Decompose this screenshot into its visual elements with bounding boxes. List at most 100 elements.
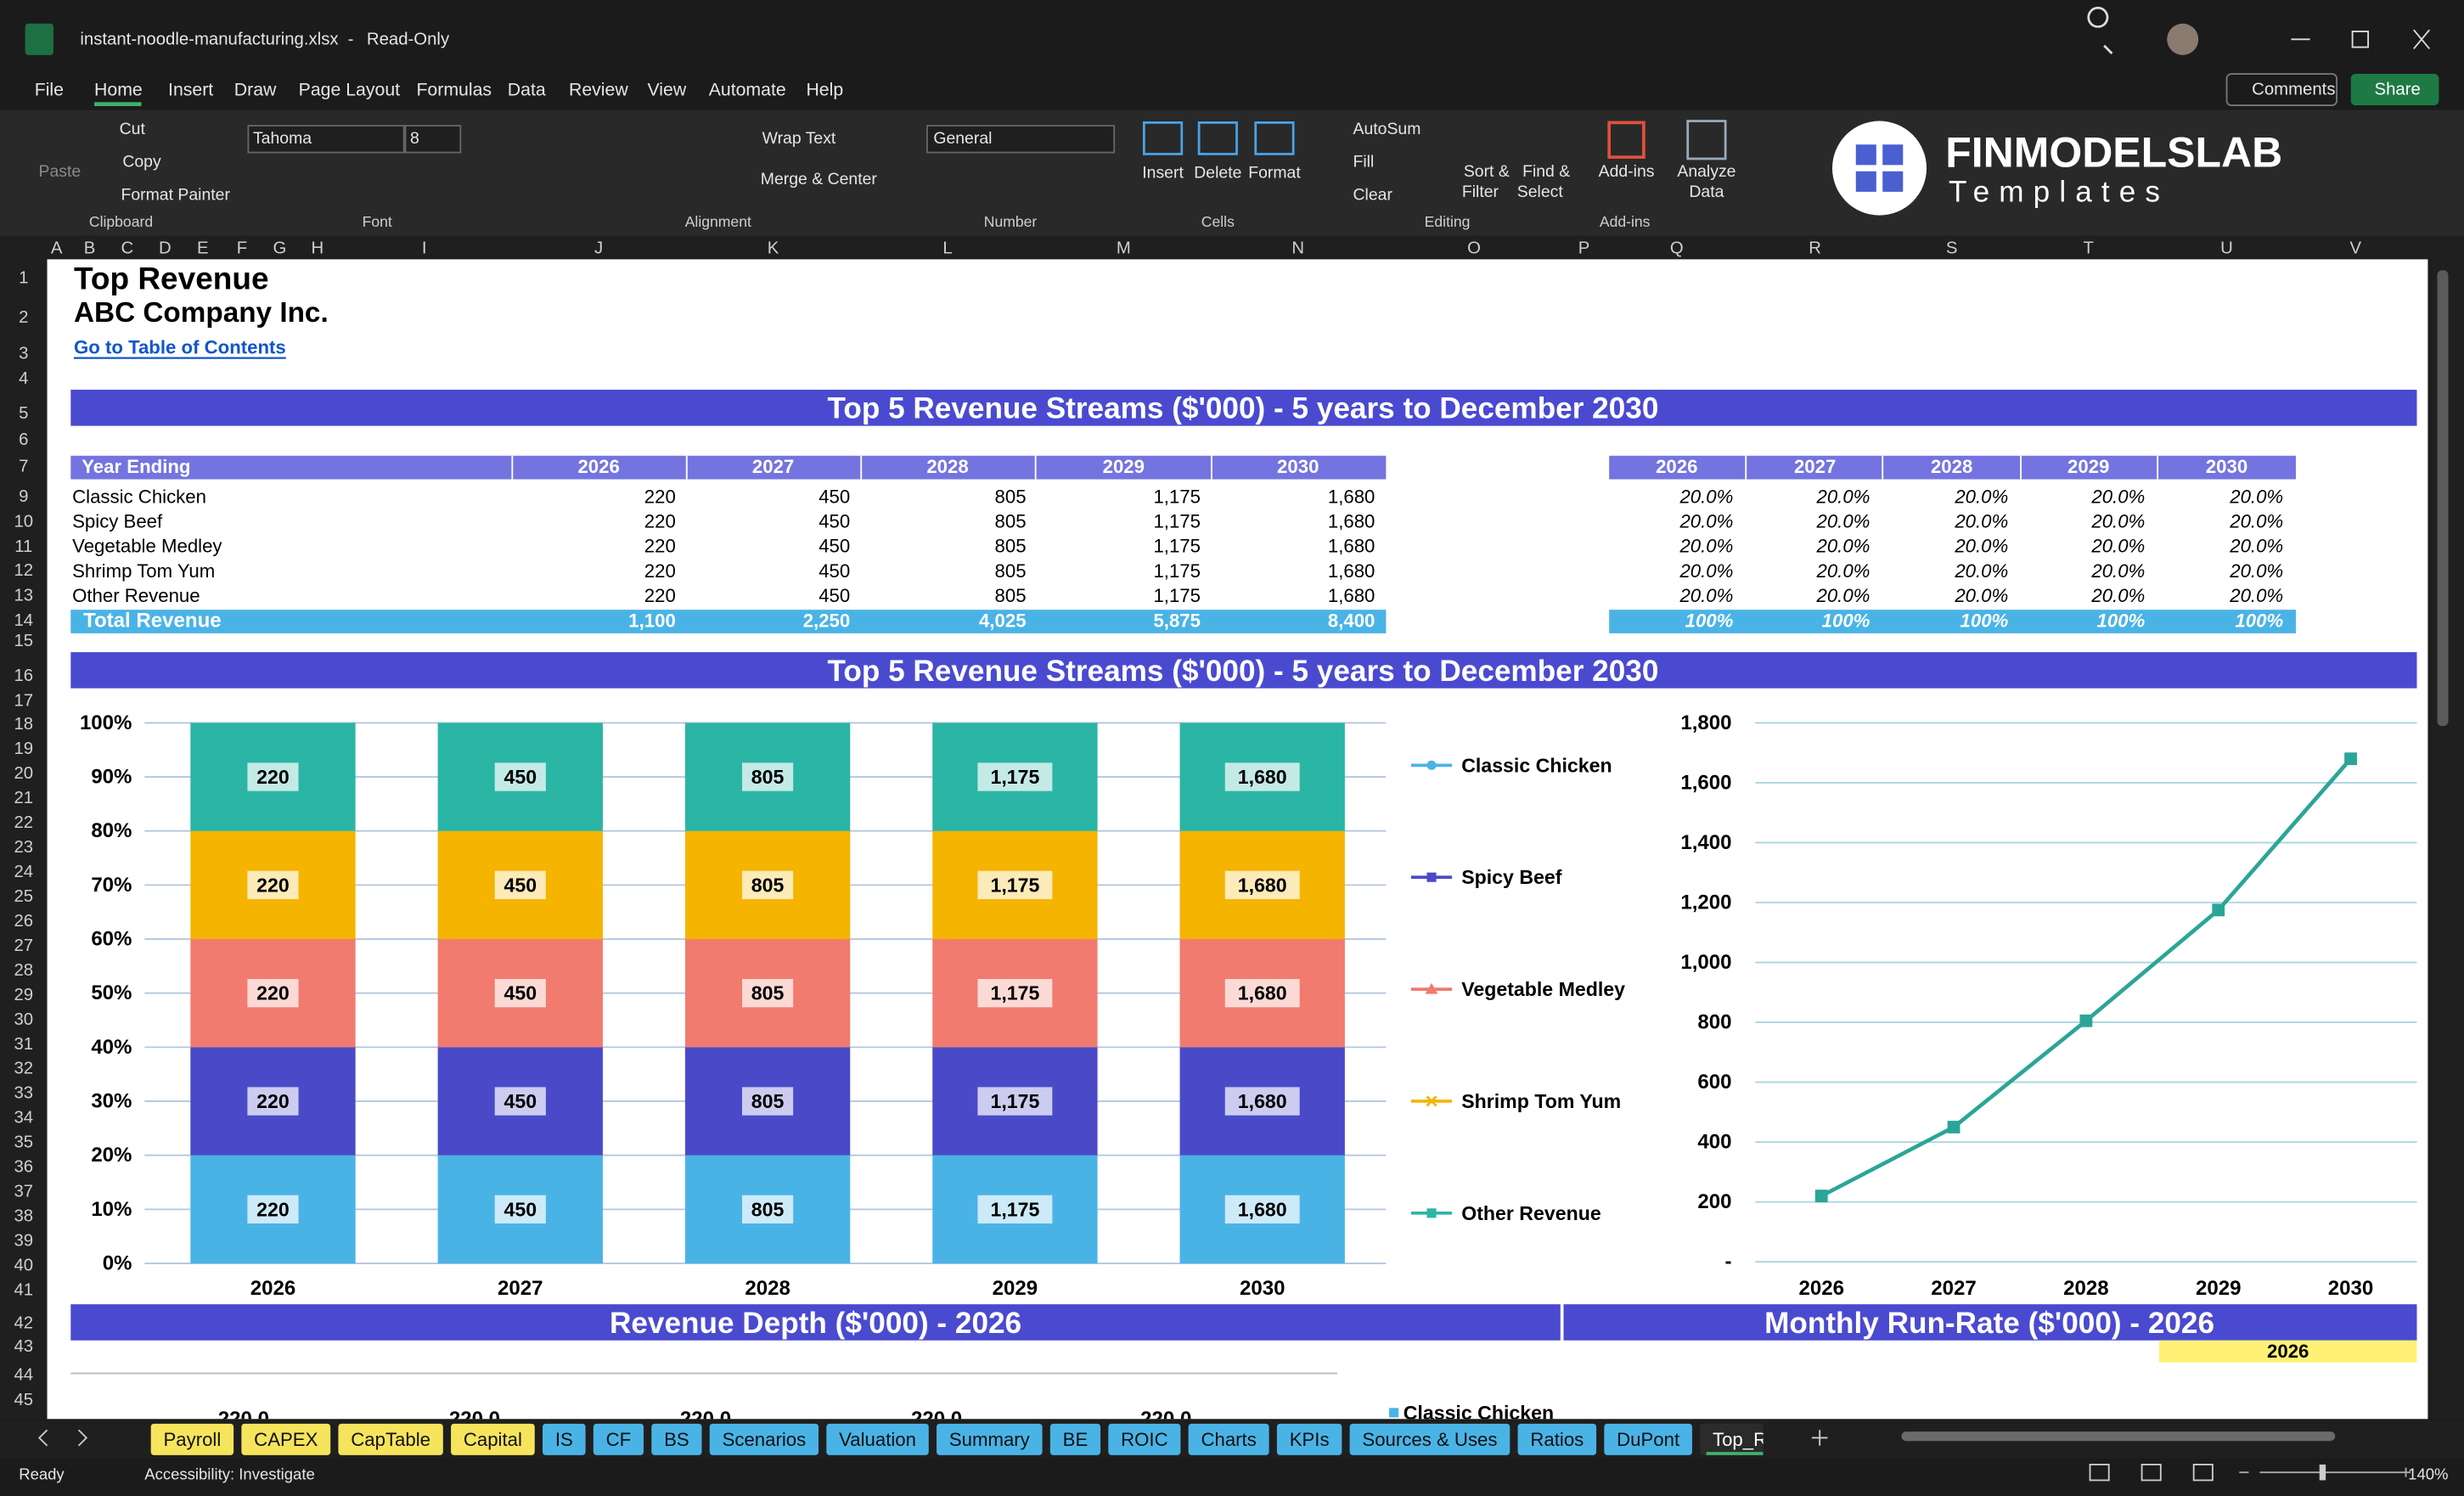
column-header[interactable]: S	[1946, 239, 1958, 257]
sheet-tab-label[interactable]: Valuation	[839, 1429, 916, 1450]
row-header[interactable]: 30	[14, 1010, 33, 1029]
row-header[interactable]: 21	[14, 789, 33, 807]
row-header[interactable]: 36	[14, 1158, 33, 1177]
sheet-tab[interactable]	[1349, 1423, 1510, 1455]
status-accessibility[interactable]: Accessibility: Investigate	[144, 1465, 315, 1483]
sheet-tab-label[interactable]: Ratios	[1530, 1429, 1584, 1450]
delete-icon[interactable]	[1197, 121, 1238, 155]
row-header[interactable]: 25	[14, 887, 33, 906]
ribbon-button[interactable]: Add-ins	[1599, 162, 1655, 181]
row-header[interactable]: 42	[14, 1313, 33, 1332]
format-icon[interactable]	[1254, 121, 1295, 155]
menu-tab[interactable]: Home	[94, 80, 143, 100]
ribbon-button[interactable]: Insert	[1142, 164, 1184, 183]
row-header[interactable]: 11	[14, 537, 32, 556]
sheet-tab-label[interactable]: CAPEX	[254, 1429, 318, 1450]
menu-tab[interactable]: Formulas	[416, 80, 492, 100]
row-header[interactable]: 32	[14, 1060, 33, 1078]
row-header[interactable]: 14	[14, 611, 33, 630]
zoom-slider[interactable]	[2239, 1467, 2411, 1477]
status-zoom[interactable]: 140%	[2408, 1465, 2448, 1483]
menu-tab[interactable]: Automate	[709, 80, 786, 100]
row-header[interactable]: 44	[14, 1365, 33, 1384]
sheet-tab[interactable]	[1049, 1423, 1101, 1455]
row-header[interactable]: 18	[14, 715, 33, 734]
column-header[interactable]: N	[1291, 239, 1304, 257]
sheet-tab[interactable]	[543, 1423, 586, 1455]
row-header[interactable]: 39	[14, 1231, 33, 1250]
row-header[interactable]: 22	[14, 813, 33, 832]
page-layout-view[interactable]	[2141, 1464, 2162, 1482]
row-header[interactable]: 20	[14, 764, 33, 783]
tab-nav[interactable]	[37, 1429, 88, 1447]
column-header[interactable]: E	[197, 239, 209, 257]
menu-tab[interactable]: Help	[806, 80, 843, 100]
sheet-tab-label[interactable]: CapTable	[351, 1429, 430, 1450]
sheet-tab-label[interactable]: Sources & Uses	[1362, 1429, 1497, 1450]
column-header[interactable]: V	[2350, 239, 2362, 257]
row-header[interactable]: 33	[14, 1084, 33, 1103]
menu-tab[interactable]: Page Layout	[299, 80, 401, 100]
ribbon-button[interactable]: Filter	[1462, 183, 1499, 201]
row-header[interactable]: 13	[14, 586, 33, 605]
font-size-box[interactable]	[404, 125, 462, 154]
ribbon-button[interactable]: Delete	[1194, 164, 1241, 183]
sheet-tab-label[interactable]: Scenarios	[723, 1429, 807, 1450]
ribbon-button[interactable]: 8	[410, 129, 419, 148]
row-header[interactable]: 34	[14, 1109, 33, 1128]
avatar[interactable]	[2167, 23, 2199, 55]
sheet-tab[interactable]	[1276, 1423, 1342, 1455]
row-header[interactable]: 19	[14, 740, 33, 758]
vertical-scroll-thumb[interactable]	[2437, 270, 2449, 727]
sheet-tab-label[interactable]: Charts	[1201, 1429, 1256, 1450]
column-header[interactable]: O	[1467, 239, 1481, 257]
ribbon-button[interactable]: Clear	[1353, 186, 1393, 205]
comments-button[interactable]	[2225, 73, 2338, 106]
sheet-tab[interactable]	[241, 1423, 331, 1455]
sheet-tab-label[interactable]: KPIs	[1290, 1429, 1330, 1450]
ribbon-button[interactable]: Data	[1689, 183, 1724, 201]
column-header[interactable]: P	[1578, 239, 1590, 257]
column-header[interactable]: I	[422, 239, 427, 257]
column-header[interactable]: A	[51, 239, 63, 257]
column-header[interactable]: B	[84, 239, 96, 257]
number-format-box[interactable]	[926, 125, 1116, 154]
horizontal-scroll-thumb[interactable]	[1901, 1431, 2336, 1442]
ribbon-button[interactable]: AutoSum	[1353, 120, 1421, 138]
ribbon-button[interactable]: Sort &	[1464, 162, 1510, 181]
sheet-tab[interactable]	[1188, 1423, 1269, 1455]
row-header[interactable]: 43	[14, 1337, 33, 1356]
menu-tab[interactable]: View	[648, 80, 687, 100]
sheet-tab[interactable]	[937, 1423, 1043, 1455]
sheet-tab-label[interactable]: IS	[555, 1429, 573, 1450]
font-name-box[interactable]	[247, 125, 405, 154]
row-header[interactable]: 23	[14, 838, 33, 857]
row-header[interactable]: 3	[19, 344, 28, 363]
row-header[interactable]: 12	[14, 561, 33, 580]
sheet-tab[interactable]	[451, 1423, 535, 1455]
column-header[interactable]: R	[1809, 239, 1821, 257]
column-header[interactable]: T	[2083, 239, 2093, 257]
row-header[interactable]: 15	[14, 632, 33, 650]
sheet-tab-label[interactable]: Summary	[949, 1429, 1031, 1450]
column-header[interactable]: L	[942, 239, 952, 257]
insert-icon[interactable]	[1142, 121, 1184, 155]
menu-tab[interactable]: File	[35, 80, 64, 100]
ribbon-button[interactable]: Copy	[122, 153, 161, 172]
sheet-tab-label[interactable]: DuPont	[1617, 1429, 1679, 1450]
sheet-tab[interactable]	[1517, 1423, 1597, 1455]
column-header[interactable]: Q	[1670, 239, 1684, 257]
sheet-tab[interactable]	[1108, 1423, 1181, 1455]
normal-view[interactable]	[2089, 1464, 2110, 1482]
share-button[interactable]	[2350, 74, 2439, 106]
menu-tab[interactable]: Data	[508, 80, 546, 100]
page-break-view[interactable]	[2192, 1464, 2214, 1482]
row-header[interactable]: 6	[19, 430, 28, 449]
row-header[interactable]: 45	[14, 1391, 33, 1409]
toc-link[interactable]: Go to Table of Contents	[74, 337, 286, 358]
column-header[interactable]: K	[768, 239, 779, 257]
row-header[interactable]: 2	[19, 308, 28, 327]
sheet-tab-label[interactable]: BE	[1063, 1429, 1089, 1450]
column-header[interactable]: J	[594, 239, 603, 257]
column-header[interactable]: M	[1117, 239, 1131, 257]
